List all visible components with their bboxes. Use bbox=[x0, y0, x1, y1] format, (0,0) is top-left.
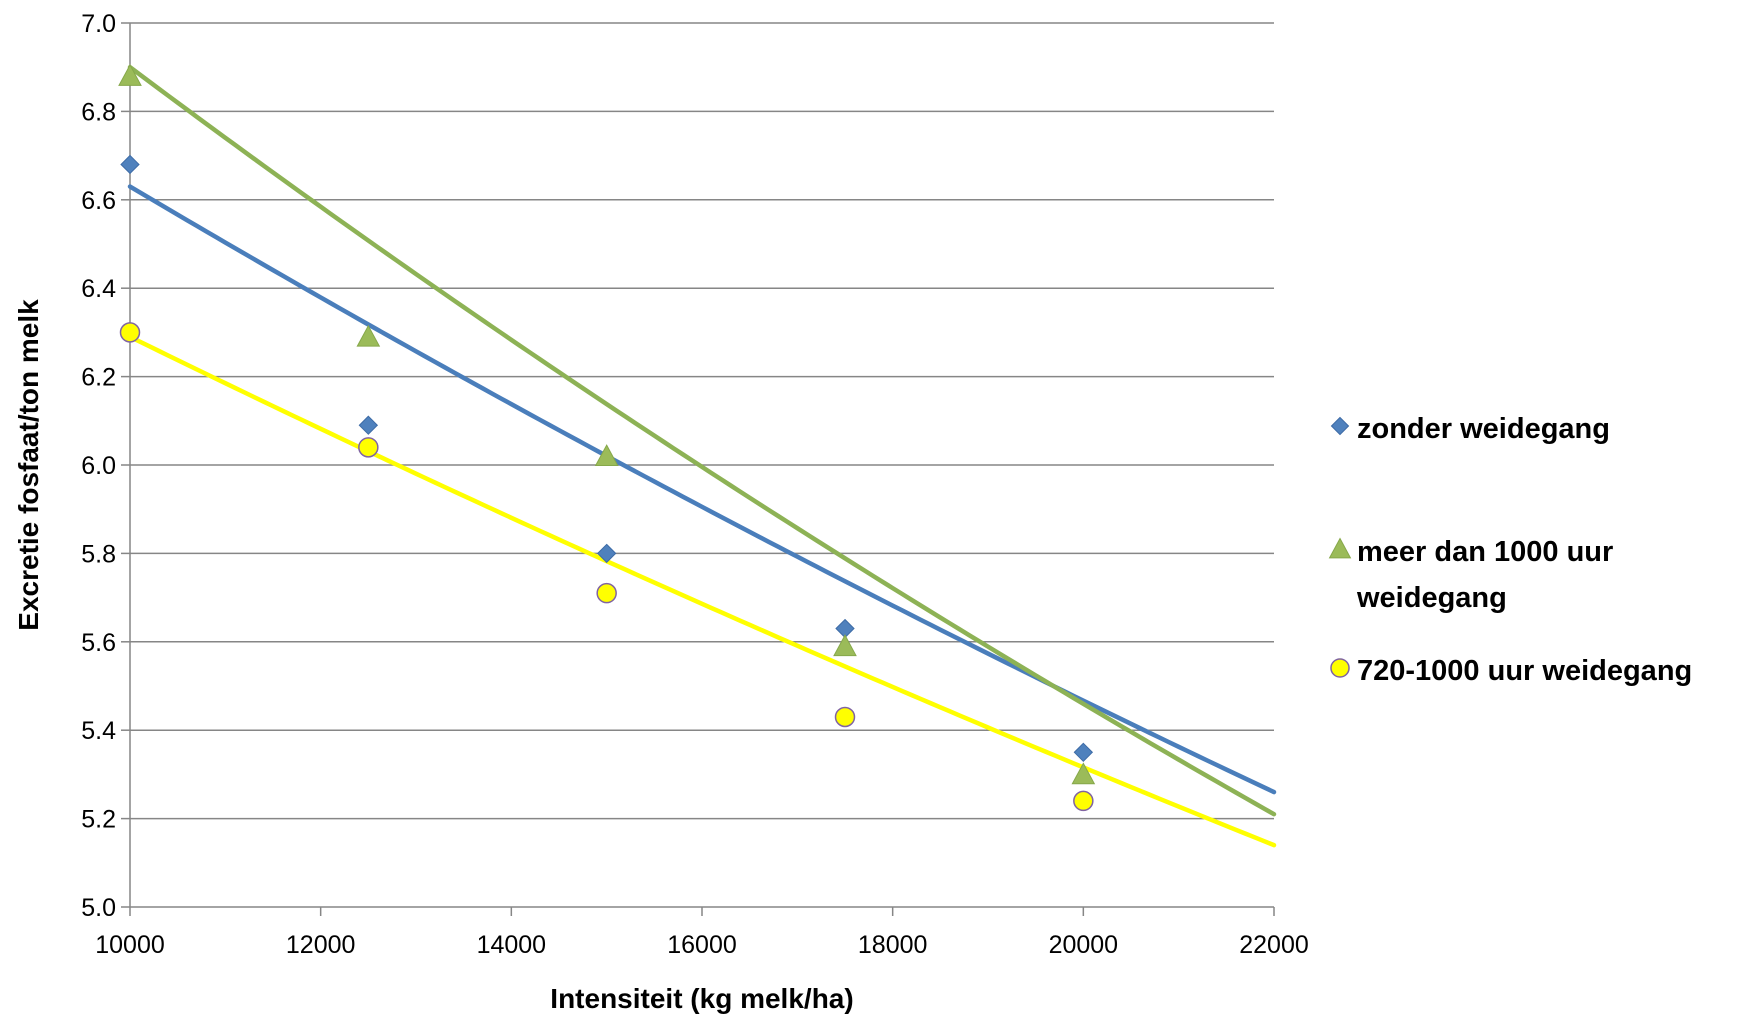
x-tick-label: 16000 bbox=[667, 931, 737, 959]
y-tick-label: 5.6 bbox=[81, 629, 116, 657]
x-axis-title: Intensiteit (kg melk/ha) bbox=[550, 983, 853, 1014]
data-point-series-2 bbox=[356, 324, 381, 347]
legend-label-line: zonder weidegang bbox=[1357, 413, 1610, 445]
legend-label-line: 720-1000 uur weidegang bbox=[1357, 655, 1692, 687]
data-point-series-1 bbox=[596, 543, 617, 564]
y-tick-labels: 5.0 5.2 5.4 5.6 5.8 6.0 6.2 6.4 6.6 6.8 7.0 bbox=[81, 10, 116, 922]
y-tick-label: 5.8 bbox=[81, 540, 116, 568]
data-point-series-2 bbox=[594, 444, 619, 467]
legend-label-line: weidegang bbox=[1356, 582, 1507, 614]
data-point-series-1 bbox=[120, 154, 140, 175]
trendlines bbox=[127, 64, 1277, 848]
x-tick-labels: 10000 12000 14000 16000 18000 20000 22000 bbox=[95, 931, 1309, 959]
legend: zonder weidegang meer dan 1000 uur weidega… bbox=[1328, 413, 1692, 687]
data-point-series-3 bbox=[834, 706, 856, 728]
legend-marker-2 bbox=[1328, 537, 1352, 559]
data-point-series-1 bbox=[358, 415, 379, 435]
y-tick-label: 6.6 bbox=[81, 187, 116, 215]
legend-label-1: zonder weidegang bbox=[1357, 413, 1610, 445]
legend-label-2: meer dan 1000 uur weidegang bbox=[1356, 536, 1613, 614]
data-point-series-2 bbox=[833, 634, 857, 657]
y-tick-label: 7.0 bbox=[81, 10, 116, 38]
legend-marker-1 bbox=[1330, 416, 1350, 436]
trendline-1 bbox=[127, 184, 1277, 795]
legend-marker-3 bbox=[1330, 658, 1350, 678]
axes bbox=[121, 22, 1275, 916]
y-tick-label: 6.4 bbox=[81, 275, 116, 303]
y-tick-label: 6.2 bbox=[81, 364, 116, 392]
y-tick-label: 5.4 bbox=[81, 717, 116, 745]
x-tick-label: 12000 bbox=[286, 931, 356, 959]
legend-label-3: 720-1000 uur weidegang bbox=[1357, 655, 1692, 687]
data-point-series-3 bbox=[358, 437, 379, 458]
y-axis-title: Excretie fosfaat/ton melk bbox=[13, 299, 44, 631]
x-tick-label: 20000 bbox=[1049, 931, 1119, 959]
y-tick-label: 5.0 bbox=[81, 894, 116, 922]
data-point-series-2 bbox=[118, 63, 142, 86]
y-tick-label: 5.2 bbox=[81, 806, 116, 834]
data-point-series-3 bbox=[1073, 790, 1094, 812]
data-point-series-3 bbox=[119, 322, 141, 343]
x-tick-label: 22000 bbox=[1239, 931, 1309, 959]
y-tick-label: 6.8 bbox=[81, 98, 116, 126]
legend-label-line: meer dan 1000 uur bbox=[1357, 536, 1613, 568]
x-tick-label: 10000 bbox=[95, 931, 165, 959]
data-point-series-2 bbox=[1071, 762, 1096, 785]
trendline-3 bbox=[127, 334, 1277, 848]
trendline-2 bbox=[127, 64, 1277, 817]
data-point-series-1 bbox=[1073, 742, 1094, 763]
y-tick-label: 6.0 bbox=[81, 452, 116, 480]
data-points bbox=[118, 63, 1096, 812]
x-tick-label: 18000 bbox=[858, 931, 928, 959]
data-point-series-3 bbox=[596, 582, 617, 604]
x-tick-label: 14000 bbox=[477, 931, 547, 959]
